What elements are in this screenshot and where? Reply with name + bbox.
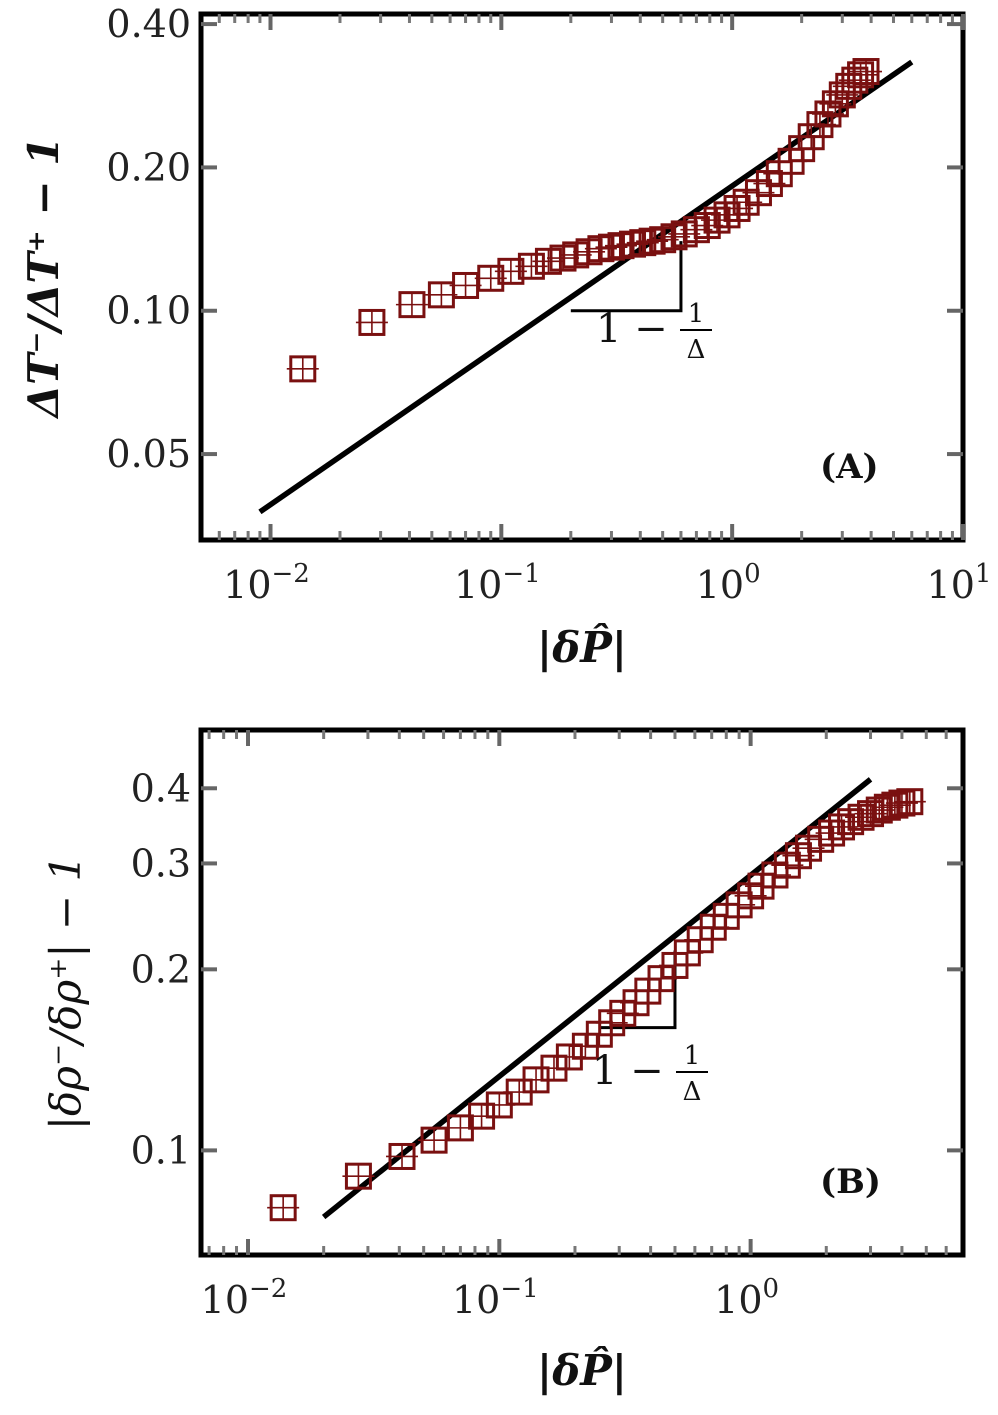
- data-point: [515, 252, 548, 280]
- x-tick-label: 100: [714, 1274, 779, 1322]
- data-point: [885, 789, 918, 817]
- x-axis-label: |δP̂|: [537, 1344, 627, 1395]
- data-point: [753, 170, 786, 198]
- data-point: [449, 271, 482, 299]
- slope-label-denominator: Δ: [687, 335, 706, 365]
- panel-b: 10−2 10−1 100 0.1 0.2 0.3 0.4 1 − 1 Δ (B) |δP̂| |δρ⁻…: [41, 727, 966, 1395]
- y-tick-label: 0.40: [106, 2, 191, 46]
- x-tick-label: 10−2: [223, 559, 310, 607]
- data-point: [893, 788, 926, 816]
- x-tick-label: 100: [696, 559, 761, 607]
- plot-frame: [198, 727, 966, 1258]
- x-tick-label: 10−1: [454, 559, 541, 607]
- data-point: [811, 100, 844, 128]
- slope-label-numerator: 1: [684, 1041, 701, 1071]
- slope-label-prefix: 1 −: [592, 1048, 664, 1094]
- data-point: [386, 1142, 419, 1170]
- fit-line: [258, 59, 914, 515]
- y-axis-label: ΔT⁻/ΔT⁺ − 1: [19, 136, 68, 419]
- x-axis-label: |δP̂|: [537, 621, 627, 672]
- slope-label-numerator: 1: [688, 299, 705, 329]
- data-point: [355, 308, 388, 336]
- data-point: [474, 264, 507, 292]
- slope-label-prefix: 1 −: [596, 306, 668, 352]
- panel-a: 10−2 10−1 100 101 0.05 0.10 0.20 0.40 1 − 1 Δ (A) |δ…: [19, 2, 991, 672]
- y-tick-label: 0.05: [106, 432, 191, 476]
- y-tick-label: 0.4: [131, 766, 191, 810]
- x-tick-label: 10−1: [452, 1274, 539, 1322]
- data-point: [267, 1194, 300, 1222]
- x-tick-label: 10−2: [201, 1274, 288, 1322]
- data-point: [532, 247, 565, 275]
- x-tick-label: 101: [927, 559, 992, 607]
- data-point: [844, 61, 877, 89]
- y-tick-label: 0.2: [131, 947, 191, 991]
- data-point: [342, 1162, 375, 1190]
- data-point: [878, 791, 911, 819]
- slope-triangle: [570, 241, 683, 313]
- data-point: [395, 291, 428, 319]
- y-tick-label: 0.20: [106, 145, 191, 189]
- y-axis-label: |δρ⁻/δρ⁺| − 1: [41, 855, 90, 1130]
- data-point: [286, 355, 319, 383]
- slope-label-denominator: Δ: [683, 1077, 702, 1107]
- panel-label: (B): [820, 1162, 881, 1202]
- data-point: [721, 194, 754, 222]
- data-point: [595, 233, 628, 261]
- data-point: [849, 58, 882, 86]
- data-point: [418, 1126, 451, 1154]
- data-point: [494, 257, 527, 285]
- y-tick-label: 0.1: [131, 1128, 191, 1172]
- data-point: [825, 813, 858, 841]
- plot-frame: [198, 11, 966, 543]
- panel-label: (A): [820, 447, 879, 487]
- y-tick-label: 0.10: [106, 289, 191, 333]
- y-tick-label: 0.3: [131, 841, 191, 885]
